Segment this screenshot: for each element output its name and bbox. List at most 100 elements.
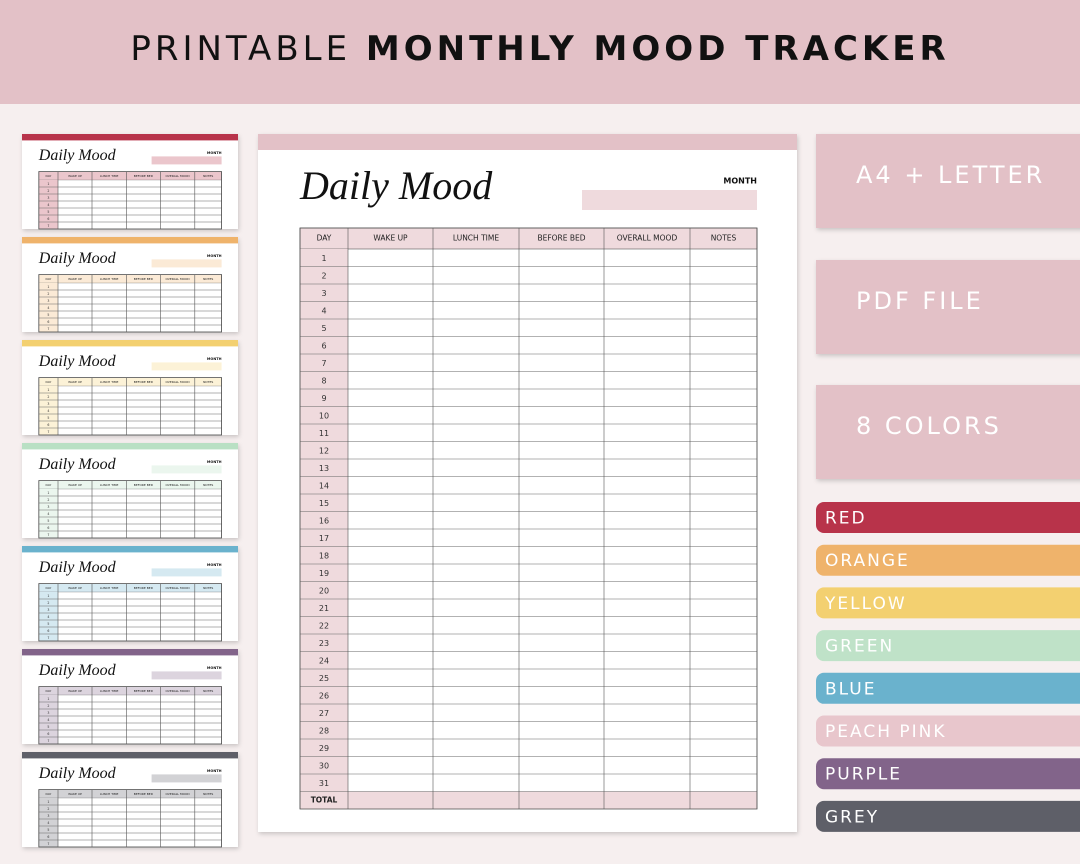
day-number: 12 — [319, 446, 329, 455]
day-number: 25 — [319, 674, 329, 683]
day-number: 24 — [319, 656, 329, 665]
preview-sheet: Daily Mood MONTH DAY WAKE UP LUNCH TIME BEFOR… — [22, 649, 238, 745]
day-col — [38, 592, 58, 641]
column-header: DAY — [45, 174, 51, 178]
day-number: 6 — [47, 423, 49, 427]
table-border — [38, 377, 223, 436]
column-header: LUNCH TIME — [100, 792, 119, 796]
month-box — [582, 190, 757, 210]
day-number: 2 — [47, 395, 49, 399]
day-number: 11 — [319, 429, 329, 438]
sheet-title: Daily Mood — [38, 250, 117, 267]
header-row — [38, 789, 222, 799]
day-number: 1 — [47, 182, 49, 186]
color-pill — [816, 715, 1080, 747]
column-header: WAKE UP — [373, 234, 408, 243]
day-number: 4 — [47, 306, 49, 310]
month-label: MONTH — [207, 769, 222, 773]
day-number: 4 — [47, 512, 49, 516]
day-number: 7 — [47, 533, 49, 537]
feature-label: PDF FILE — [856, 287, 984, 315]
feature-label: 8 COLORS — [856, 412, 1002, 440]
day-number: 7 — [47, 739, 49, 743]
color-name: BLUE — [825, 679, 876, 699]
day-number: 7 — [321, 359, 326, 368]
header-row — [38, 171, 222, 181]
day-number: 4 — [47, 409, 49, 413]
color-name: GREEN — [825, 637, 894, 657]
month-box — [151, 362, 222, 371]
header-band — [0, 0, 1080, 104]
day-number: 6 — [47, 835, 49, 839]
column-header: NOTES — [203, 174, 213, 178]
day-number: 5 — [47, 416, 49, 420]
day-number: 1 — [47, 594, 49, 598]
day-number: 3 — [47, 608, 49, 612]
column-header: BEFORE BED — [134, 483, 154, 487]
color-pill — [816, 800, 1080, 832]
sheet-title: Daily Mood — [38, 353, 117, 370]
day-number: 1 — [47, 697, 49, 701]
day-number: 22 — [319, 621, 329, 630]
color-pill — [816, 758, 1080, 790]
column-header: WAKE UP — [68, 174, 82, 178]
column-header: OVERALL MOOD — [165, 277, 190, 281]
day-number: 2 — [47, 601, 49, 605]
table-border — [38, 686, 223, 745]
day-number: 6 — [321, 341, 326, 350]
day-col — [38, 180, 58, 229]
column-header: WAKE UP — [68, 483, 82, 487]
sheet-top-bar — [22, 340, 238, 347]
day-number: 17 — [319, 534, 329, 543]
sheet-title: Daily Mood — [38, 456, 117, 473]
month-box — [151, 568, 222, 577]
day-number: 1 — [47, 800, 49, 804]
day-number: 23 — [319, 639, 329, 648]
color-name: GREY — [825, 807, 879, 827]
day-number: 5 — [47, 828, 49, 832]
total-row — [300, 791, 757, 809]
header-bold: MONTHLY MOOD TRACKER — [366, 29, 950, 69]
column-header: BEFORE BED — [134, 792, 154, 796]
color-name: RED — [825, 509, 867, 529]
table-border — [38, 274, 223, 333]
column-header: NOTES — [203, 689, 213, 693]
column-header: OVERALL MOOD — [165, 586, 190, 590]
day-col — [38, 386, 58, 435]
day-col — [38, 489, 58, 538]
day-number: 6 — [47, 320, 49, 324]
day-number: 13 — [319, 464, 329, 473]
color-name: ORANGE — [825, 551, 910, 571]
month-box — [151, 259, 222, 268]
sheet-top-bar — [258, 134, 797, 150]
day-number: 10 — [319, 411, 329, 420]
color-name: YELLOW — [824, 594, 907, 614]
table-border — [38, 480, 223, 539]
header-title: PRINTABLE MONTHLY MOOD TRACKER — [130, 29, 949, 69]
day-number: 3 — [321, 289, 326, 298]
month-box — [151, 671, 222, 680]
column-header: WAKE UP — [68, 277, 82, 281]
color-pill — [816, 672, 1080, 704]
column-header: WAKE UP — [68, 586, 82, 590]
day-number: 5 — [47, 313, 49, 317]
day-number: 20 — [319, 586, 329, 595]
column-header: NOTES — [203, 380, 213, 384]
column-header: OVERALL MOOD — [165, 689, 190, 693]
sheet-top-bar — [22, 443, 238, 450]
day-number: 18 — [319, 551, 329, 560]
header-row — [38, 480, 222, 490]
feature-label: A4 + LETTER — [856, 161, 1045, 189]
day-number: 5 — [47, 622, 49, 626]
column-header: LUNCH TIME — [100, 689, 119, 693]
preview-sheet: Daily Mood MONTH DAY WAKE UP LUNCH TIME BEFOR… — [22, 752, 238, 848]
column-header: LUNCH TIME — [100, 380, 119, 384]
month-box — [151, 465, 222, 474]
sheet-title: Daily Mood — [38, 559, 117, 576]
table-border — [299, 227, 758, 810]
month-label: MONTH — [207, 666, 222, 670]
day-number: 31 — [319, 779, 329, 788]
day-number: 7 — [47, 224, 49, 228]
preview-sheet: Daily Mood MONTH DAY WAKE UP LUNCH TIME BEFOR… — [22, 340, 238, 436]
